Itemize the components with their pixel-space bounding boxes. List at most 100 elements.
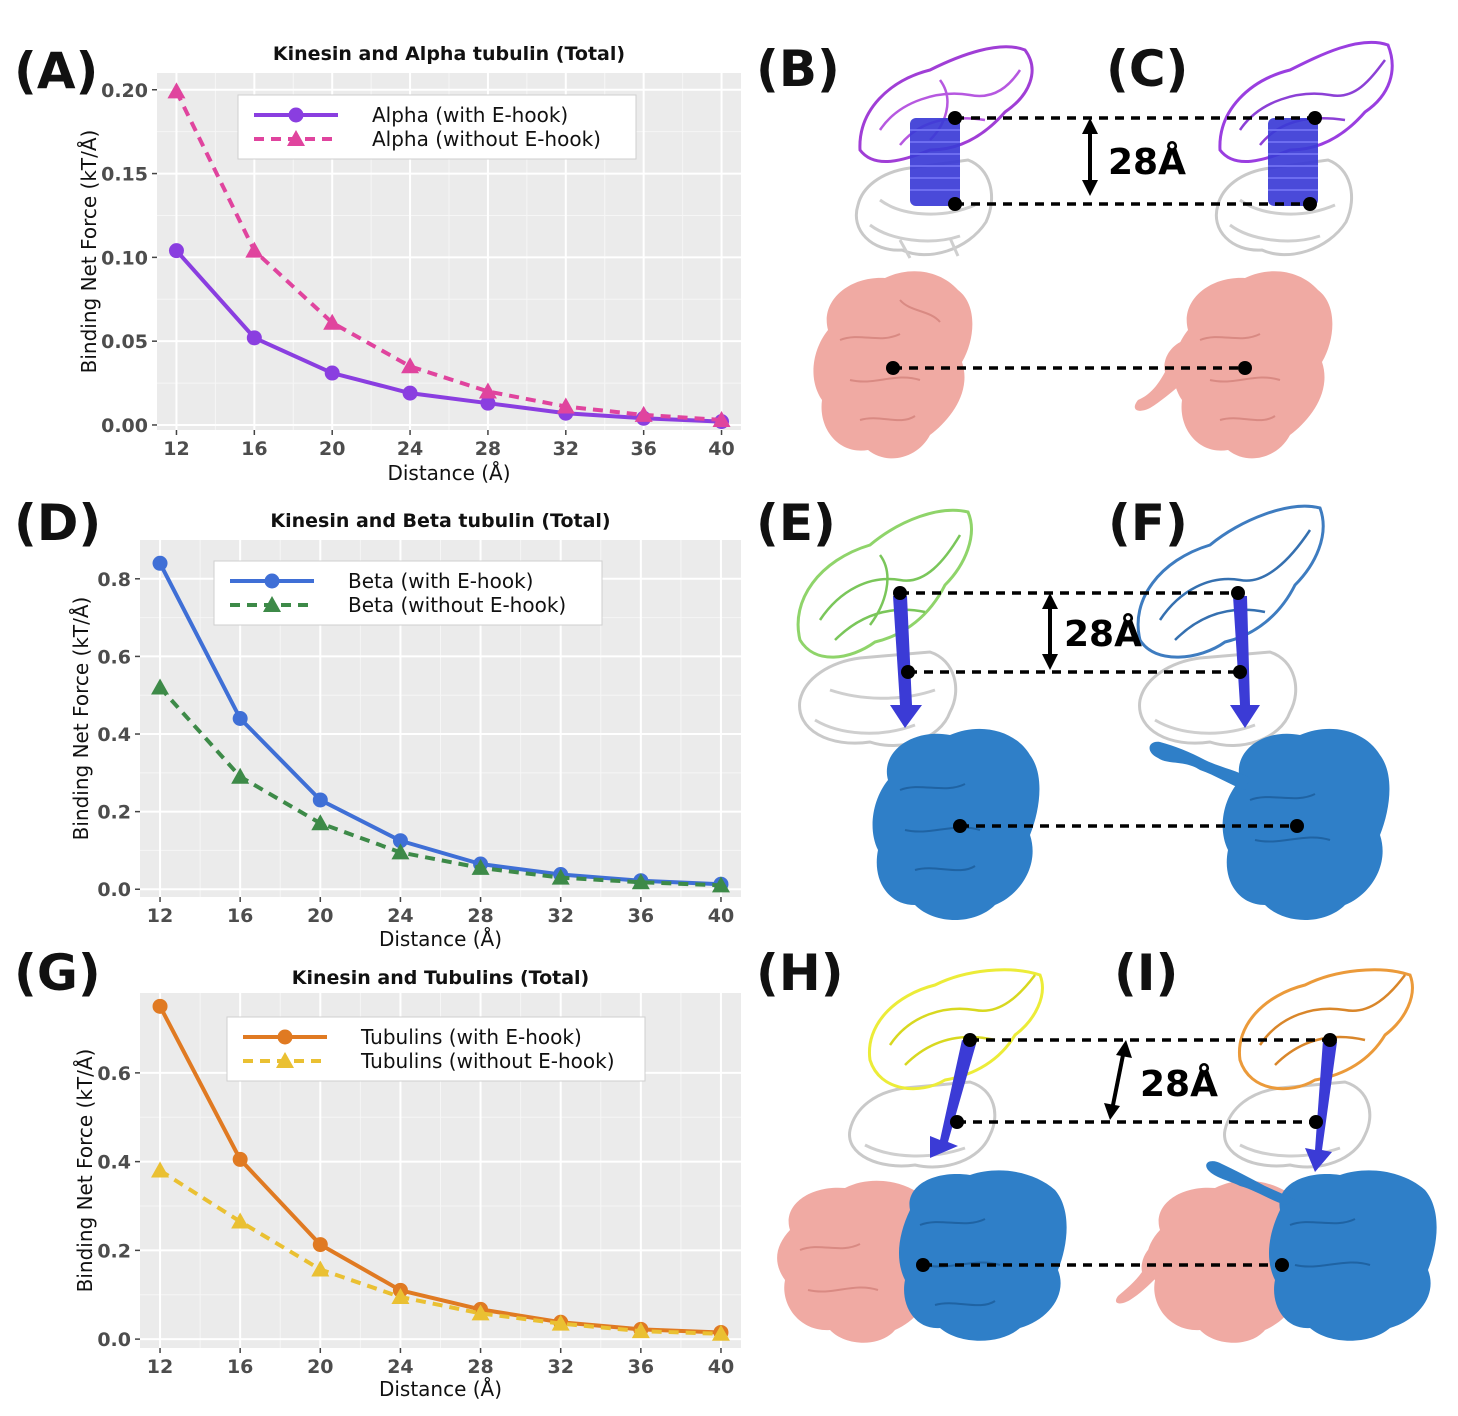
data-point-triangle — [556, 397, 575, 414]
distance-label-row1: 28Å — [1108, 141, 1186, 183]
data-point-circle — [402, 385, 418, 401]
structure-c-ribbon — [1214, 40, 1394, 257]
x-tick-label: 12 — [147, 1356, 173, 1378]
y-axis-label: Binding Net Force (kT/Å) — [77, 130, 101, 374]
data-point-circle — [312, 792, 328, 808]
legend-entry-label: Tubulins (without E-hook) — [360, 1049, 615, 1073]
data-point-circle — [232, 1151, 248, 1167]
panel-label-e: (E) — [756, 494, 836, 552]
data-point-triangle — [712, 410, 731, 427]
y-axis-label: Binding Net Force (kT/Å) — [73, 1049, 97, 1293]
data-point-triangle — [311, 814, 330, 831]
legend-box — [213, 560, 603, 626]
data-point-triangle — [551, 868, 570, 885]
data-point-triangle — [631, 873, 650, 890]
x-axis-label: Distance (Å) — [379, 1377, 502, 1401]
panel-label-d: (D) — [14, 494, 101, 552]
x-tick-label: 40 — [708, 1356, 734, 1378]
series-line-without-ehook — [174, 90, 722, 422]
x-tick-label: 36 — [628, 905, 654, 927]
data-point-triangle — [711, 1324, 730, 1341]
distance-indicator-row3-surface — [916, 1258, 1289, 1272]
x-tick-label: 16 — [241, 438, 267, 460]
legend-entry-label: Beta (without E-hook) — [348, 593, 566, 617]
x-tick-label: 24 — [387, 905, 413, 927]
y-tick-label: 0.05 — [101, 331, 148, 353]
legend-box — [237, 94, 637, 160]
x-tick-label: 12 — [147, 905, 173, 927]
data-point-triangle — [551, 1314, 570, 1331]
chart-title: Kinesin and Alpha tubulin (Total) — [273, 43, 625, 65]
data-point-triangle — [478, 382, 497, 399]
data-point-triangle — [391, 1287, 410, 1304]
legend-marker-circle — [288, 107, 304, 123]
panel-label-g: (G) — [14, 944, 101, 1002]
chart-beta: 12 16 20 24 28 32 36 40 0.0 0.2 0.4 0.6 0.8 Kinesin a… — [69, 510, 741, 951]
chart-title: Kinesin and Tubulins (Total) — [292, 967, 589, 989]
data-point-triangle — [231, 1212, 250, 1229]
x-tick-label: 40 — [708, 438, 734, 460]
y-tick-label: 0.0 — [97, 879, 131, 901]
data-point-triangle — [391, 843, 410, 860]
y-axis-label: Binding Net Force (kT/Å) — [69, 597, 93, 841]
surface-h-tubulins — [777, 1170, 1067, 1343]
x-tick-label: 32 — [547, 905, 573, 927]
y-tick-label: 0.20 — [101, 80, 148, 102]
legend-marker-triangle — [276, 1052, 294, 1068]
structure-e-ribbon — [796, 508, 973, 747]
legend-marker-circle — [264, 573, 280, 589]
surface-i-tubulins — [1115, 1161, 1437, 1343]
y-tick-label: 0.2 — [97, 802, 131, 824]
legend-entry-label: Beta (with E-hook) — [348, 569, 533, 593]
y-tick-label: 0.15 — [101, 164, 148, 186]
x-tick-label: 36 — [630, 438, 656, 460]
distance-indicator-row2 — [893, 586, 1247, 679]
y-tick-label: 0.4 — [97, 1152, 131, 1174]
distance-indicator-row1 — [948, 111, 1322, 211]
panel-label-f: (F) — [1108, 494, 1188, 552]
data-point-triangle — [634, 405, 653, 422]
structure-h-ribbon — [848, 968, 1044, 1169]
chart-alpha: 12 16 20 24 28 32 36 40 0.00 0.05 0.10 0.15 0.20 Kine… — [77, 43, 741, 485]
legend-marker-circle — [277, 1029, 293, 1045]
distance-label-row3: 28Å — [1140, 1063, 1218, 1105]
x-tick-label: 32 — [553, 438, 579, 460]
panel-label-h: (H) — [756, 944, 844, 1002]
legend-marker-triangle — [287, 130, 305, 146]
x-tick-label: 36 — [628, 1356, 654, 1378]
x-tick-label: 40 — [708, 905, 734, 927]
series-line-with-ehook — [174, 249, 722, 424]
data-point-circle — [232, 711, 248, 726]
data-point-triangle — [231, 767, 250, 784]
x-tick-label: 20 — [307, 1356, 333, 1378]
data-point-circle — [168, 243, 184, 259]
chart-title: Kinesin and Beta tubulin (Total) — [270, 510, 610, 532]
data-point-circle — [152, 555, 168, 571]
x-tick-label: 20 — [307, 905, 333, 927]
x-tick-label: 28 — [467, 905, 493, 927]
legend-marker-triangle — [263, 596, 281, 612]
data-point-triangle — [323, 313, 342, 330]
panel-label-i: (I) — [1114, 944, 1178, 1002]
x-tick-label: 32 — [547, 1356, 573, 1378]
data-point-circle — [152, 998, 168, 1014]
series-line-without-ehook — [158, 686, 722, 888]
distance-indicator-row3 — [950, 1033, 1337, 1129]
data-point-triangle — [401, 357, 420, 374]
x-tick-label: 20 — [319, 438, 345, 460]
surface-c-alpha — [1134, 271, 1333, 459]
panel-label-b: (B) — [756, 40, 840, 98]
legend-entry-label: Alpha (without E-hook) — [372, 127, 601, 151]
x-tick-label: 28 — [467, 1356, 493, 1378]
series-line-without-ehook — [158, 1168, 722, 1336]
data-point-circle — [324, 365, 340, 381]
y-tick-label: 0.0 — [97, 1329, 131, 1351]
x-axis-label: Distance (Å) — [387, 461, 510, 485]
panel-label-a: (A) — [14, 42, 98, 100]
y-tick-label: 0.00 — [101, 415, 148, 437]
y-tick-label: 0.2 — [97, 1240, 131, 1262]
legend-entry-label: Alpha (with E-hook) — [372, 103, 568, 127]
structure-b-ribbon — [854, 45, 1034, 259]
panel-label-c: (C) — [1106, 40, 1188, 98]
